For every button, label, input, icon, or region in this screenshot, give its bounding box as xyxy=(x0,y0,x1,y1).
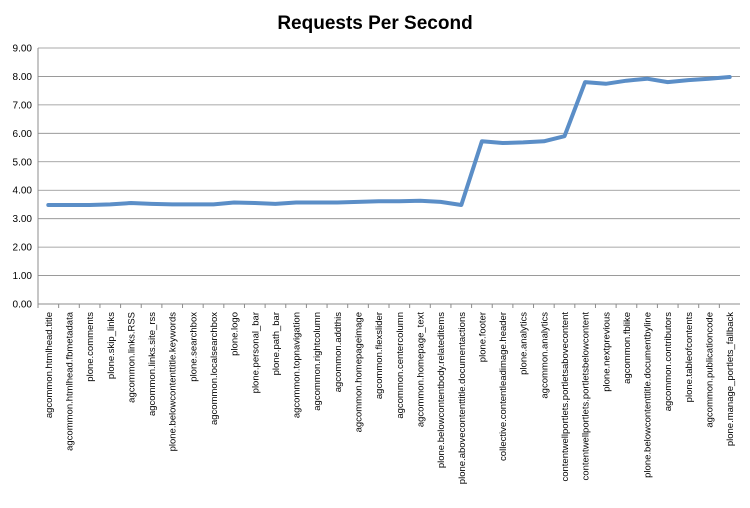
y-tick-label: 5.00 xyxy=(13,157,33,168)
x-tick-label: plone.logo xyxy=(230,312,241,356)
x-tick-label: contentwellportlets.portletsbelowcontent xyxy=(581,312,592,481)
x-tick-label: plone.manage_portlets_fallback xyxy=(725,312,736,446)
y-tick-label: 9.00 xyxy=(13,44,33,55)
x-tick-label: plone.path_bar xyxy=(271,312,282,375)
x-tick-label: agcommon.fblike xyxy=(622,312,633,384)
x-tick-label: plone.tableofcontents xyxy=(684,312,695,403)
gridlines xyxy=(38,47,740,276)
x-tick-label: agcommon.htmlhead.fbmetadata xyxy=(64,311,75,451)
x-tick-label: agcommon.publicationcode xyxy=(705,312,716,428)
x-tick-label: plone.searchbox xyxy=(188,312,199,382)
x-tick-label: plone.comments xyxy=(85,312,96,382)
x-tick-label: plone.belowcontentbody.relateditems xyxy=(436,312,447,468)
x-tick-label: agcommon.topnavigation xyxy=(292,312,303,418)
y-tick-label: 6.00 xyxy=(13,129,33,140)
x-tick-label: agcommon.links.site_rss xyxy=(147,312,158,416)
x-tick-label: agcommon.localsearchbox xyxy=(209,312,220,425)
chart-title: Requests Per Second xyxy=(277,13,472,34)
y-tick-label: 2.00 xyxy=(13,243,33,254)
x-tick-label: agcommon.rightcolumn xyxy=(312,312,323,411)
x-tick-label: agcommon.analytics xyxy=(539,312,550,399)
y-tick-label: 3.00 xyxy=(13,214,33,225)
x-axis-tick-labels: agcommon.htmlhead.title agcommon.htmlhead… xyxy=(37,304,736,484)
x-tick-label: agcommon.flexslider xyxy=(374,312,385,399)
x-tick-label: plone.footer xyxy=(477,312,488,362)
y-tick-label: 8.00 xyxy=(13,72,33,83)
x-tick-label: agcommon.centercolumn xyxy=(395,312,406,419)
x-tick-label: plone.analytics xyxy=(519,312,530,375)
x-tick-label: plone.belowcontenttitle.documentbyline xyxy=(643,312,654,478)
x-tick-label: agcommon.homepageimage xyxy=(354,312,365,432)
x-tick-label: contentwellportlets.portletsabovecontent xyxy=(560,312,571,482)
x-tick-label: agcommon.links.RSS xyxy=(126,312,137,403)
y-tick-label: 7.00 xyxy=(13,100,33,111)
y-tick-label: 4.00 xyxy=(13,186,33,197)
x-tick-label: agcommon.htmlhead.title xyxy=(44,312,55,418)
x-tick-label: collective.contentleadimage.header xyxy=(498,312,509,461)
x-tick-label: plone.skip_links xyxy=(106,312,117,379)
x-tick-label: plone.belowcontenttitle.keywords xyxy=(168,312,179,452)
x-tick-label: agcommon.contributors xyxy=(663,312,674,412)
y-tick-label: 1.00 xyxy=(13,271,33,282)
series-line xyxy=(46,75,732,207)
y-tick-label: 0.00 xyxy=(13,300,33,311)
x-tick-label: plone.nextprevious xyxy=(601,312,612,392)
y-axis-tick-labels: 0.00 1.00 2.00 3.00 4.00 5.00 6.00 7.00 8.00 9.00 xyxy=(13,44,33,311)
x-tick-label: plone.abovecontenttitle.documentactions xyxy=(457,312,468,484)
x-tick-label: agcommon.homepage_text xyxy=(415,312,426,427)
x-tick-label: agcommon.addthis xyxy=(333,312,344,393)
series-layer xyxy=(46,75,732,207)
x-tick-label: plone.personal_bar xyxy=(250,312,261,393)
